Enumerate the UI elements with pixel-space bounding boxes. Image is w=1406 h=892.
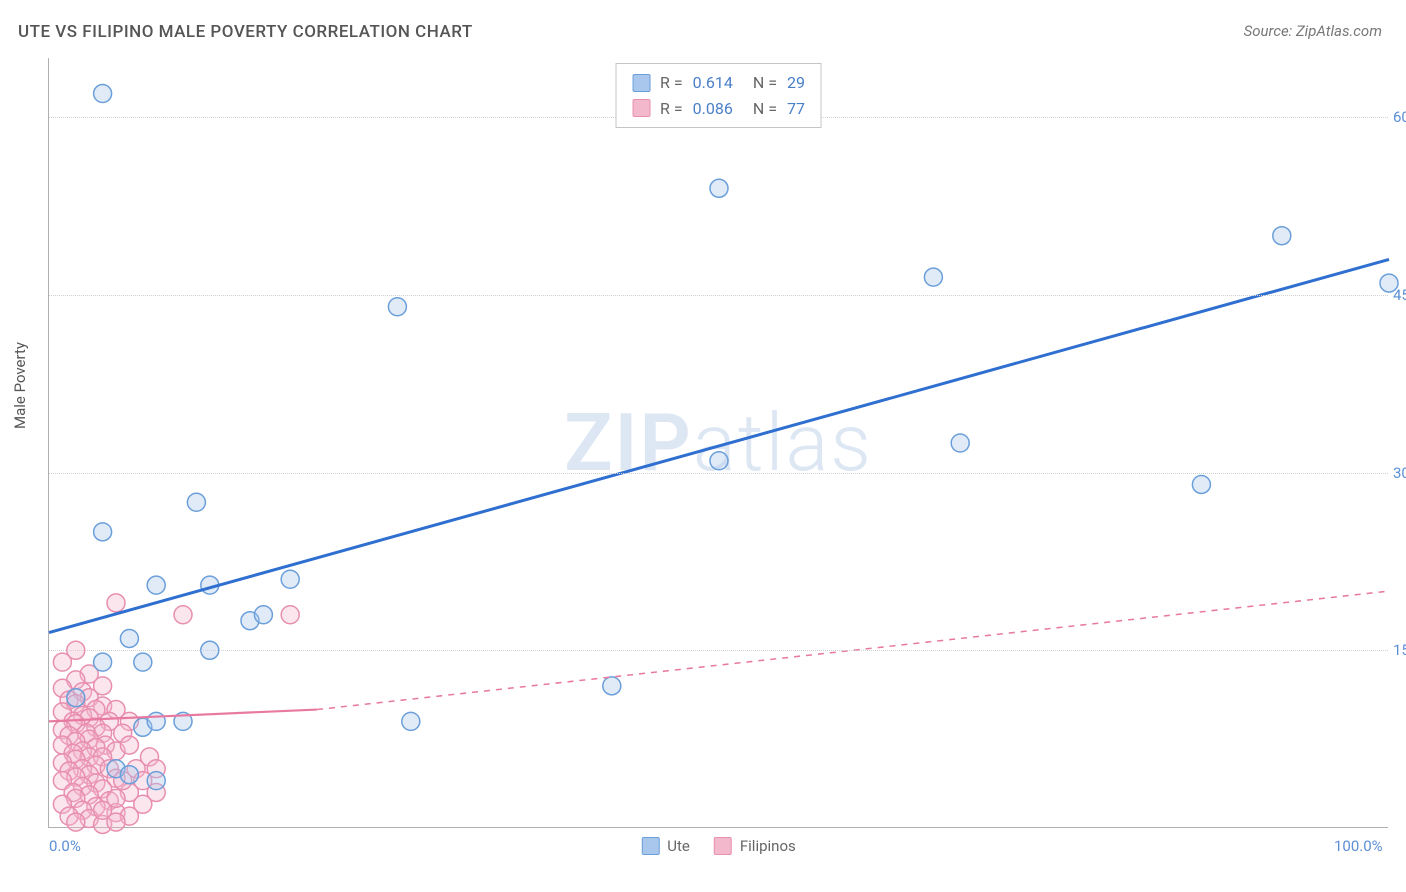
source-label: Source: ZipAtlas.com bbox=[1244, 22, 1382, 40]
plot-area: ZIPatlas R = 0.614 N = 29 R = 0.086 N = … bbox=[48, 58, 1388, 828]
y-tick-label: 60.0% bbox=[1393, 108, 1406, 126]
legend-row-ute: R = 0.614 N = 29 bbox=[632, 70, 805, 96]
y-tick-label: 30.0% bbox=[1393, 464, 1406, 482]
swatch-ute-icon bbox=[641, 837, 659, 855]
correlation-legend: R = 0.614 N = 29 R = 0.086 N = 77 bbox=[615, 63, 822, 128]
scatter-plot-svg bbox=[49, 58, 1388, 827]
chart-container: UTE VS FILIPINO MALE POVERTY CORRELATION… bbox=[0, 0, 1406, 892]
x-tick-label: 100.0% bbox=[1334, 837, 1383, 855]
swatch-filipinos-icon bbox=[714, 837, 732, 855]
y-tick-label: 15.0% bbox=[1393, 641, 1406, 659]
swatch-ute-icon bbox=[632, 74, 650, 92]
legend-row-filipinos: R = 0.086 N = 77 bbox=[632, 96, 805, 122]
y-axis-label: Male Poverty bbox=[11, 342, 29, 429]
series-legend: Ute Filipinos bbox=[641, 837, 795, 855]
y-tick-label: 45.0% bbox=[1393, 286, 1406, 304]
x-tick-label: 0.0% bbox=[49, 837, 81, 855]
legend-item-filipinos: Filipinos bbox=[714, 837, 796, 855]
chart-title: UTE VS FILIPINO MALE POVERTY CORRELATION… bbox=[18, 22, 473, 42]
swatch-filipinos-icon bbox=[632, 99, 650, 117]
legend-item-ute: Ute bbox=[641, 837, 690, 855]
